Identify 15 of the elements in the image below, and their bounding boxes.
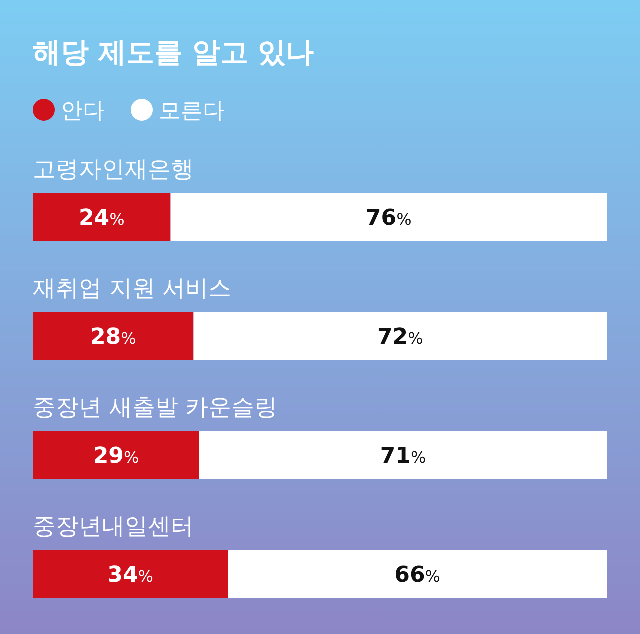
y-tick-label: 재취업 지원 서비스	[33, 276, 232, 302]
y-tick-label: 중장년내일센터	[33, 514, 194, 540]
legend-label: 모른다	[159, 99, 225, 124]
y-tick-label: 중장년 새출발 카운슬링	[33, 395, 278, 421]
y-tick-label: 고령자인재은행	[33, 157, 194, 183]
data-label: 28%	[90, 325, 136, 350]
legend-label: 안다	[61, 99, 105, 124]
data-label: 71%	[380, 444, 426, 469]
data-label: 34%	[108, 563, 154, 588]
chart-title: 해당 제도를 알고 있나	[33, 36, 314, 69]
data-label: 72%	[377, 325, 424, 350]
data-label: 24%	[78, 206, 125, 231]
data-label: 66%	[394, 563, 440, 588]
data-label: 76%	[366, 206, 412, 231]
data-label: 29%	[93, 444, 140, 469]
